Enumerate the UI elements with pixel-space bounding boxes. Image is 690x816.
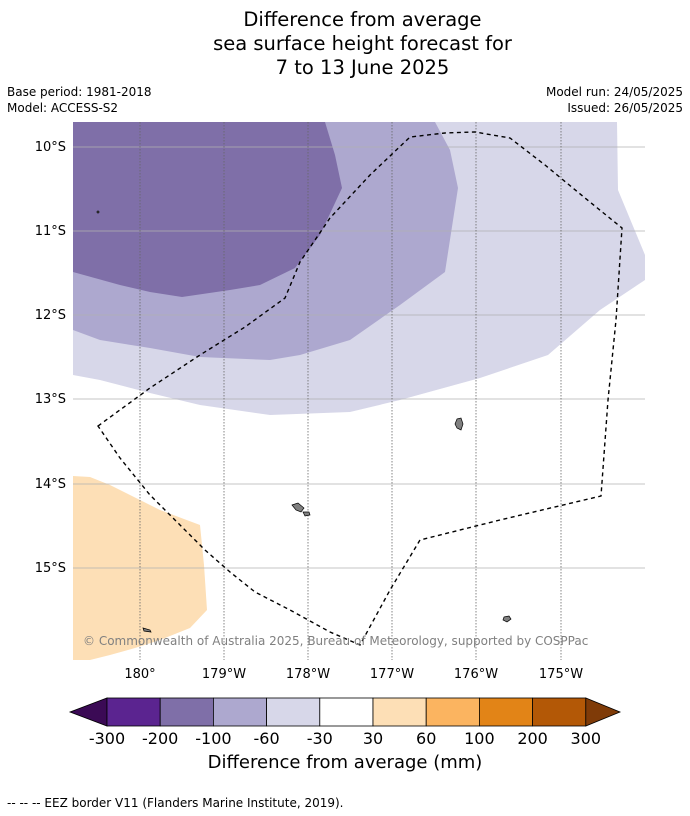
lon-label-178w: 178°W [286,667,330,682]
colorbar-bin-3 [212,697,267,727]
lon-label-176w: 176°W [454,667,498,682]
islands [96,210,512,633]
map-area: © Commonwealth of Australia 2025, Bureau… [73,122,645,660]
lon-label-179w: 179°W [202,667,246,682]
latitude-labels: 10°S 11°S 12°S 13°S 14°S 15°S [35,140,66,576]
title-line-1: Difference from average [243,8,482,31]
colorbar-tick-label: 200 [517,729,548,748]
lat-label-10s: 10°S [35,140,66,155]
latitude-gridlines [73,146,645,569]
colorbar [68,697,622,727]
longitude-gridlines [139,122,562,660]
colorbar-tick-label: 100 [464,729,495,748]
islet-b [96,210,100,214]
lat-label-12s: 12°S [35,308,66,323]
chart-title: Difference from average sea surface heig… [0,8,690,80]
colorbar-bin-2 [159,697,214,727]
island-south [502,615,512,623]
island-west [291,502,305,513]
lat-label-13s: 13°S [35,392,66,407]
colorbar-bin-1 [106,697,161,727]
copyright-text: © Commonwealth of Australia 2025, Bureau… [83,634,588,648]
title-line-3: 7 to 13 June 2025 [275,56,450,79]
island-west-small [302,511,311,517]
model-name: Model: ACCESS-S2 [7,101,119,115]
lat-label-11s: 11°S [35,224,66,239]
lat-label-14s: 14°S [35,477,66,492]
colorbar-tick-label: 300 [571,729,602,748]
colorbar-bin-4 [266,697,321,727]
colorbar-tick-label: 30 [363,729,383,748]
colorbar-bin-5 [319,697,374,727]
meta-left: Base period: 1981-2018 Model: ACCESS-S2 [7,84,152,116]
colorbar-tick-label: -100 [195,729,231,748]
eez-border [97,131,623,646]
colorbar-tick-label: -60 [254,729,280,748]
base-period: Base period: 1981-2018 [7,85,152,99]
colorbar-extend-low [68,697,108,727]
lon-label-177w: 177°W [370,667,414,682]
colorbar-tick-label: -30 [307,729,333,748]
colorbar-extend-high [585,697,622,727]
island-north [454,417,464,431]
colorbar-bin-7 [425,697,480,727]
title-line-2: sea surface height forecast for [213,32,512,55]
model-run: Model run: 24/05/2025 [545,85,683,99]
colorbar-tick-label: -300 [89,729,125,748]
lon-label-180: 180° [124,667,155,682]
colorbar-bin-9 [532,697,587,727]
meta-right: Model run: 24/05/2025 Issued: 26/05/2025 [546,84,683,116]
issued-date: Issued: 26/05/2025 [567,101,683,115]
colorbar-ticks: -300 -200 -100 -60 -30 30 60 100 200 300 [89,729,601,748]
eez-footnote: -- -- -- EEZ border V11 (Flanders Marine… [7,796,344,810]
colorbar-tick-label: -200 [142,729,178,748]
lat-label-15s: 15°S [35,561,66,576]
contour-minus200-minus100 [73,122,342,297]
colorbar-title: Difference from average (mm) [207,752,483,773]
colorbar-bin-6 [372,697,427,727]
lon-label-175w: 175°W [539,667,583,682]
colorbar-bin-8 [478,697,533,727]
colorbar-tick-label: 60 [416,729,436,748]
islet-a [142,627,152,633]
longitude-labels: 180° 179°W 178°W 177°W 176°W 175°W [124,667,583,682]
